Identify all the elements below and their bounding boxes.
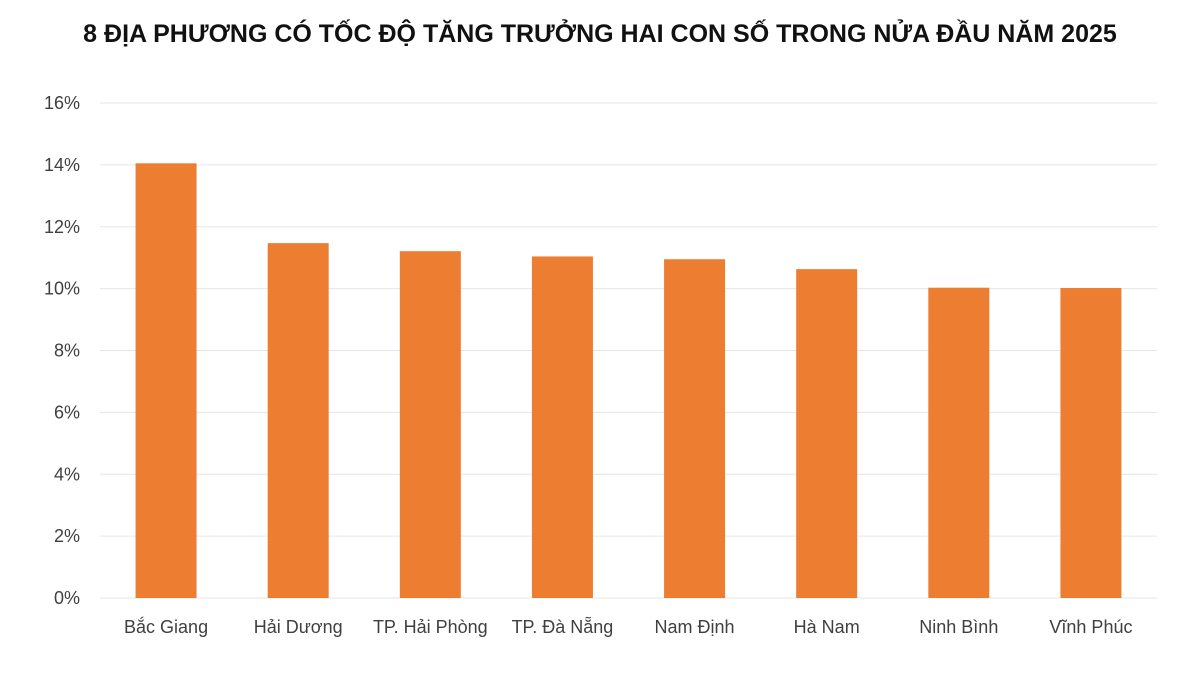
y-tick-label: 12%	[44, 217, 80, 237]
y-tick-label: 8%	[54, 341, 80, 361]
y-axis-ticks: 0% 2% 4% 6% 8% 10% 12% 14% 16%	[44, 93, 80, 608]
x-category-label: Vĩnh Phúc	[1049, 617, 1132, 637]
x-category-label: TP. Hải Phòng	[373, 617, 488, 637]
x-category-label: Ninh Bình	[919, 617, 998, 637]
y-tick-label: 0%	[54, 588, 80, 608]
bar	[928, 287, 990, 598]
bar	[796, 269, 858, 598]
x-category-label: Bắc Giang	[124, 616, 208, 637]
x-axis-labels: Bắc Giang Hải Dương TP. Hải Phòng TP. Đà Nẵ…	[124, 616, 1132, 637]
bar	[267, 243, 329, 598]
x-category-label: Hà Nam	[794, 617, 860, 637]
gridlines	[100, 102, 1157, 599]
y-tick-label: 16%	[44, 93, 80, 113]
bar	[1060, 288, 1122, 598]
y-tick-label: 6%	[54, 402, 80, 422]
y-tick-label: 4%	[54, 464, 80, 484]
x-category-label: TP. Đà Nẵng	[512, 617, 614, 637]
chart-title: 8 ĐỊA PHƯƠNG CÓ TỐC ĐỘ TĂNG TRƯỞNG HAI C…	[83, 20, 1117, 48]
y-tick-label: 10%	[44, 279, 80, 299]
y-tick-label: 14%	[44, 155, 80, 175]
bar	[664, 259, 726, 598]
bar	[399, 251, 461, 599]
bars	[135, 163, 1122, 599]
x-category-label: Hải Dương	[254, 617, 343, 637]
x-category-label: Nam Định	[655, 617, 735, 637]
bar	[135, 163, 197, 598]
bar	[531, 256, 593, 598]
y-tick-label: 2%	[54, 526, 80, 546]
